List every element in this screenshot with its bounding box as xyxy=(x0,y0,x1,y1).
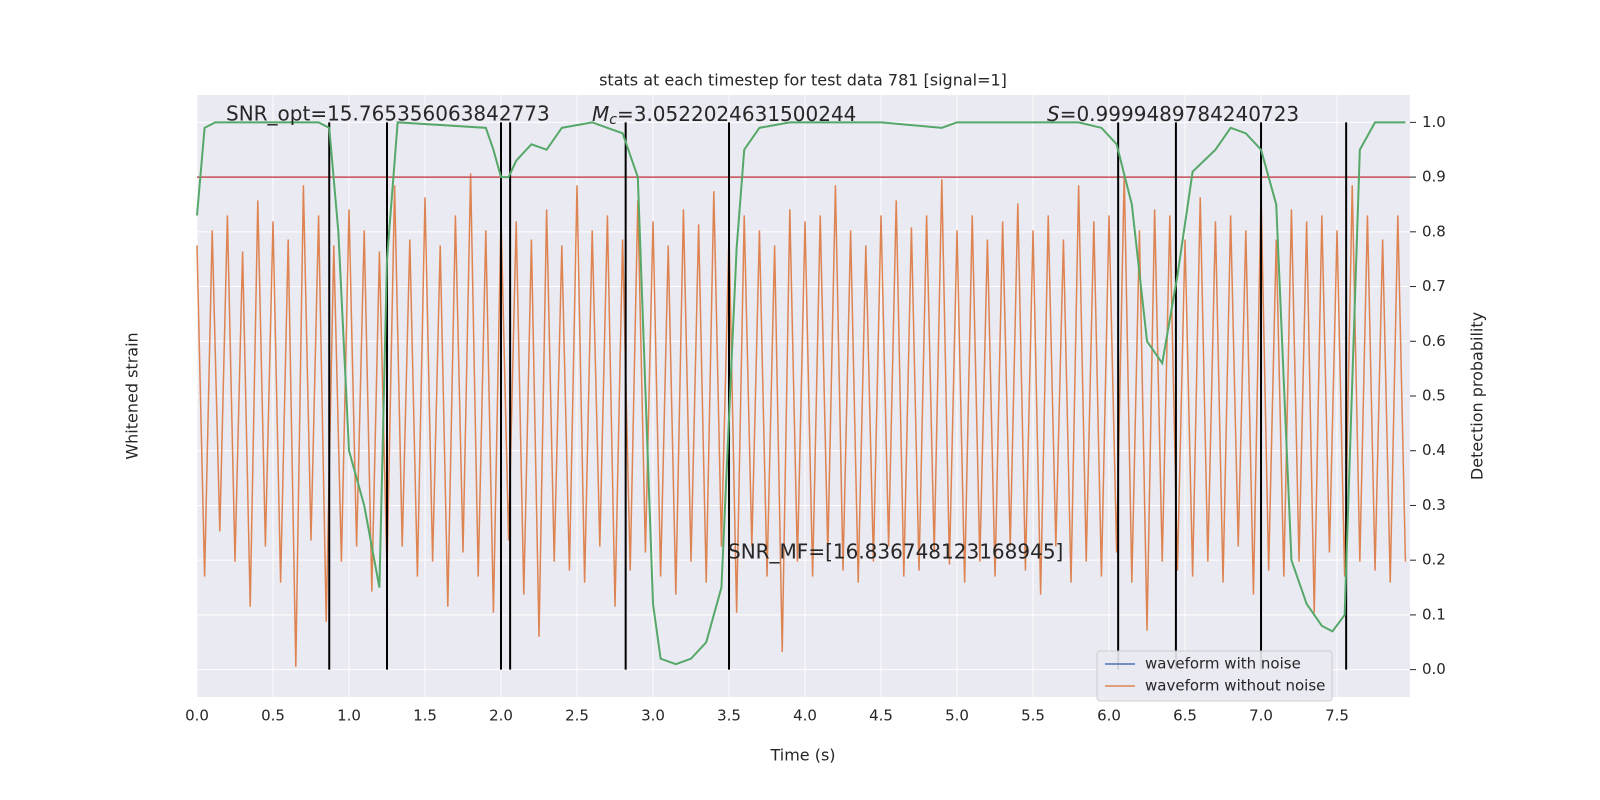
x-tick-label: 4.5 xyxy=(869,707,893,725)
x-tick-label: 3.5 xyxy=(717,707,741,725)
annotation-subscript: c xyxy=(609,112,617,128)
y2-tick-label: 0.4 xyxy=(1422,441,1446,459)
x-tick-label: 2.0 xyxy=(489,707,513,725)
x-tick-label: 1.0 xyxy=(337,707,361,725)
x-tick-label: 2.5 xyxy=(565,707,589,725)
y2-tick-label: 0.3 xyxy=(1422,496,1446,514)
x-tick-label: 6.0 xyxy=(1097,707,1121,725)
x-tick-label: 7.0 xyxy=(1249,707,1273,725)
x-tick-label: 1.5 xyxy=(413,707,437,725)
y2-tick-label: 0.6 xyxy=(1422,332,1446,350)
y2-tick-label: 0.8 xyxy=(1422,222,1446,240)
y2-tick-label: 1.0 xyxy=(1422,113,1446,131)
x-tick-label: 0.5 xyxy=(261,707,285,725)
annotation-value: =3.0522024631500244 xyxy=(617,102,856,126)
x-tick-label: 5.5 xyxy=(1021,707,1045,725)
x-tick-label: 4.0 xyxy=(793,707,817,725)
x-tick-label: 7.5 xyxy=(1325,707,1349,725)
annotation-symbol: S xyxy=(1047,102,1060,126)
annotation: SNR_opt=15.765356063842773 xyxy=(226,102,550,126)
x-tick-label: 6.5 xyxy=(1173,707,1197,725)
x-axis-label: Time (s) xyxy=(769,746,835,765)
x-tick-label: 0.0 xyxy=(185,707,209,725)
annotation: SNR_MF=[16.836748123168945] xyxy=(728,540,1063,564)
annotation: S=0.9999489784240723 xyxy=(1047,102,1299,126)
x-tick-label: 3.0 xyxy=(641,707,665,725)
y2-tick-label: 0.0 xyxy=(1422,660,1446,678)
legend-label: waveform without noise xyxy=(1145,677,1325,695)
annotation-symbol: M xyxy=(592,102,609,126)
legend-box xyxy=(1096,650,1333,702)
legend-label: waveform with noise xyxy=(1145,655,1301,673)
y2-tick-label: 0.7 xyxy=(1422,277,1446,295)
y2-tick-label: 0.2 xyxy=(1422,551,1446,569)
y-axis-label: Whitened strain xyxy=(123,332,142,459)
series-line xyxy=(196,173,1407,667)
y2-tick-label: 0.5 xyxy=(1422,387,1446,405)
y2-tick-label: 0.9 xyxy=(1422,168,1446,186)
y2-tick-label: 0.1 xyxy=(1422,605,1446,623)
probability-line xyxy=(196,121,1406,666)
x-tick-label: 5.0 xyxy=(945,707,969,725)
annotation: Mc=3.0522024631500244 xyxy=(592,102,856,129)
y2-axis-label: Detection probability xyxy=(1468,312,1487,480)
annotation-value: =0.9999489784240723 xyxy=(1060,102,1299,126)
chart-title: stats at each timestep for test data 781… xyxy=(599,71,1007,90)
